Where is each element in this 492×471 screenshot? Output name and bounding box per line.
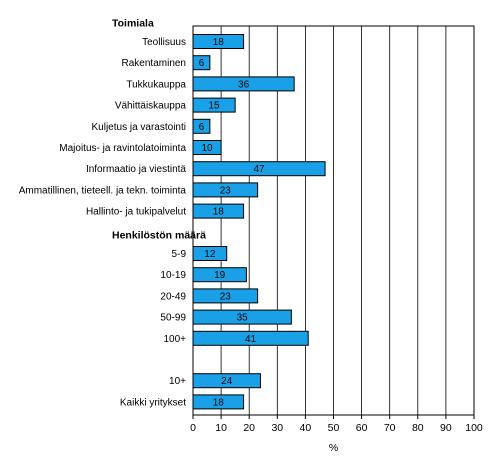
- bars: [192, 34, 326, 410]
- bar-value-label: 18: [213, 37, 225, 48]
- category-label: Vähittäiskauppa: [115, 101, 187, 112]
- bar-value-label: 23: [220, 291, 232, 302]
- bar: [192, 161, 326, 177]
- bar-value-label: 18: [213, 397, 225, 408]
- x-tick-label: 30: [271, 422, 283, 434]
- bar: [192, 182, 259, 198]
- category-label: Rakentaminen: [122, 58, 186, 69]
- category-label: 10-19: [160, 270, 186, 281]
- bar: [192, 55, 211, 71]
- bar-value-label: 12: [204, 249, 216, 260]
- bar-value-label: 6: [199, 58, 205, 69]
- bar-value-label: 19: [214, 270, 226, 281]
- labels: 0 10 20 30 40 50 60 70 80 90 100 Toimiala Teollisuus…: [19, 18, 483, 435]
- x-tick-label: 60: [356, 422, 368, 434]
- bar: [192, 394, 245, 410]
- x-tick-label: 20: [243, 422, 255, 434]
- bar: [192, 373, 261, 389]
- bar: [192, 118, 211, 134]
- x-tick-label: 80: [412, 422, 424, 434]
- bar-value-label: 23: [220, 185, 232, 196]
- bar: [192, 267, 247, 283]
- bar-value-label: 36: [238, 79, 250, 90]
- bar-value-label: 6: [199, 122, 205, 133]
- group-title: Henkilöstön määrä: [112, 230, 206, 242]
- category-label: Hallinto- ja tukipalvelut: [86, 207, 186, 218]
- bar: [192, 203, 245, 219]
- category-label: Informaatio ja viestintä: [86, 164, 186, 175]
- category-label: 5-9: [172, 249, 187, 260]
- category-label: 100+: [163, 334, 186, 345]
- x-tick-label: 10: [215, 422, 227, 434]
- bar: [192, 309, 292, 325]
- bar: [192, 140, 222, 155]
- x-axis-title: %: [329, 442, 338, 454]
- bar-value-label: 35: [237, 313, 249, 324]
- category-label: 50-99: [160, 313, 186, 324]
- x-tick-label: 40: [300, 422, 312, 434]
- bar-value-label: 41: [245, 334, 257, 345]
- group-title: Toimiala: [112, 18, 154, 30]
- category-label: Majoitus- ja ravintolatoiminta: [59, 143, 186, 154]
- category-label: Tukkukauppa: [126, 79, 186, 90]
- bar: [192, 34, 245, 49]
- bar-value-label: 15: [209, 101, 221, 112]
- category-label: 10+: [169, 376, 186, 387]
- category-label: Teollisuus: [142, 37, 186, 48]
- bar: [192, 97, 236, 113]
- bar-value-label: 10: [201, 143, 213, 154]
- category-label: Kuljetus ja varastointi: [92, 122, 187, 133]
- x-tick-label: 90: [440, 422, 452, 434]
- category-label: 20-49: [160, 291, 186, 302]
- x-tick-label: 50: [328, 422, 340, 434]
- bar-value-label: 47: [253, 164, 265, 175]
- bar: [192, 330, 309, 346]
- bar-value-label: 18: [213, 207, 225, 218]
- x-tick-label: 100: [465, 422, 483, 434]
- bar-value-label: 24: [221, 376, 233, 387]
- category-label: Kaikki yritykset: [120, 397, 186, 408]
- category-label: Ammatillinen, tieteell. ja tekn. toimint…: [19, 185, 187, 196]
- x-tick-label: 70: [384, 422, 396, 434]
- x-tick-label: 0: [190, 422, 196, 434]
- bar: [192, 246, 228, 261]
- bar: [192, 76, 295, 92]
- bar: [192, 288, 259, 304]
